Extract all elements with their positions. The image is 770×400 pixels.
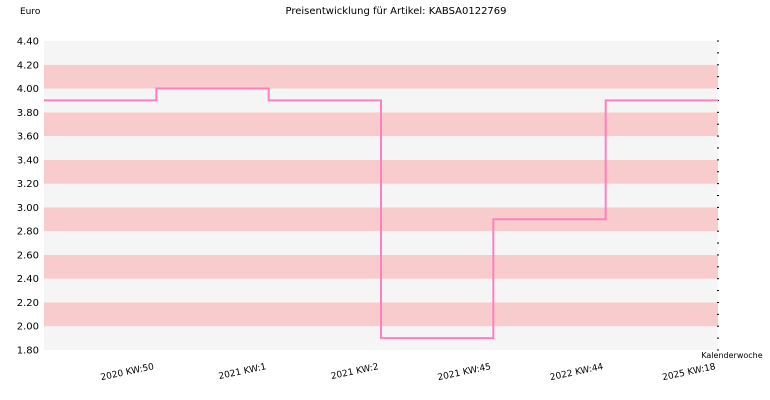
x-axis-label: Kalenderwoche bbox=[701, 351, 762, 360]
y-tick-label: 3.40 bbox=[17, 155, 39, 166]
y-tick-label: 2.80 bbox=[17, 227, 39, 238]
y-tick-label: 4.20 bbox=[17, 60, 39, 71]
y-tick-label: 2.00 bbox=[17, 322, 39, 333]
chart-title: Preisentwicklung für Artikel: KABSA01227… bbox=[285, 6, 506, 17]
x-tick-label: 2021 KW:2 bbox=[330, 362, 380, 382]
price-series bbox=[44, 87, 718, 340]
x-axis-tick-labels: 2020 KW:50 2021 KW:1 2021 KW:2 2021 KW:45 20… bbox=[100, 362, 717, 383]
band-12 bbox=[44, 41, 718, 65]
y-tick-label: 2.40 bbox=[17, 274, 39, 285]
y-tick-label: 4.40 bbox=[17, 37, 39, 48]
y-tick-label: 3.00 bbox=[17, 203, 39, 214]
x-tick-label: 2025 KW:18 bbox=[662, 362, 717, 383]
y-tick-label: 4.00 bbox=[17, 84, 39, 95]
y-tick-label: 3.20 bbox=[17, 179, 39, 190]
y-tick-label: 3.80 bbox=[17, 108, 39, 119]
y-axis-label: Euro bbox=[20, 7, 41, 17]
x-tick-label: 2021 KW:45 bbox=[437, 362, 492, 383]
x-tick-label: 2021 KW:1 bbox=[218, 362, 268, 382]
y-tick-label: 1.80 bbox=[17, 346, 39, 357]
y-tick-label: 2.60 bbox=[17, 250, 39, 261]
price-line bbox=[44, 87, 718, 340]
x-tick-label: 2022 KW:44 bbox=[549, 362, 604, 383]
y-tick-label: 2.20 bbox=[17, 298, 39, 309]
y-tick-label: 3.60 bbox=[17, 132, 39, 143]
band-11 bbox=[44, 64, 718, 89]
right-axis-ticks bbox=[717, 40, 719, 351]
y-axis-ticks: 1.80 2.00 2.20 2.40 2.60 2.80 3.00 3.20 3.40 3.60… bbox=[17, 37, 39, 357]
x-tick-label: 2020 KW:50 bbox=[100, 362, 155, 383]
